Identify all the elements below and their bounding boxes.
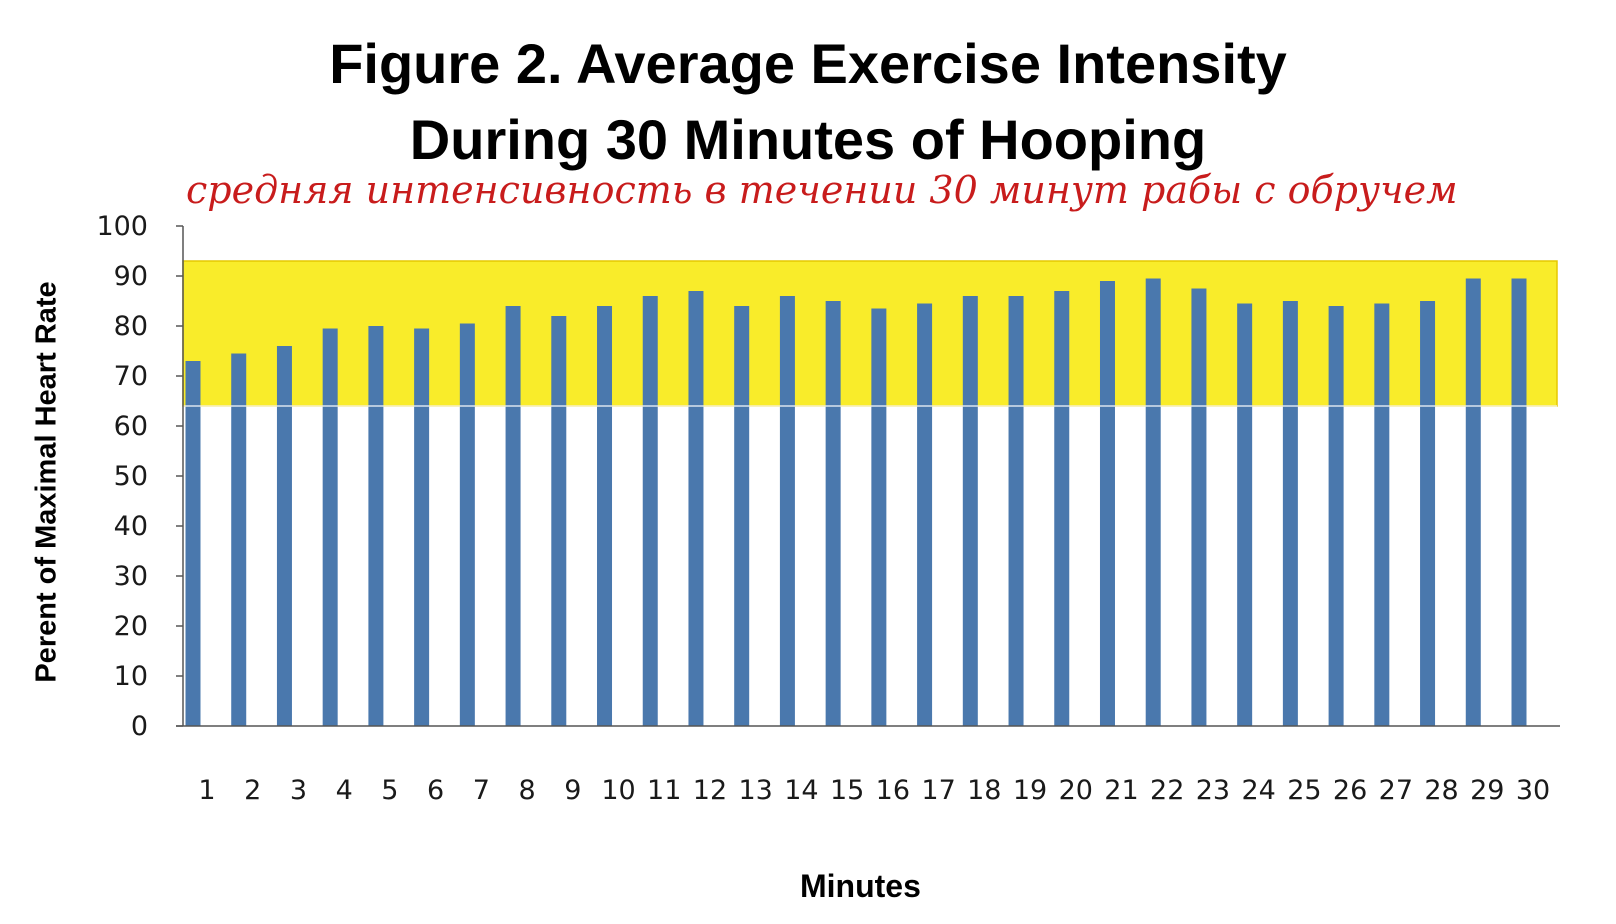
bar-minute-7 — [459, 323, 475, 726]
x-tick-label-30: 30 — [1516, 775, 1550, 806]
y-tick-label-40: 40 — [114, 511, 148, 542]
x-tick-label-21: 21 — [1104, 775, 1138, 806]
x-tick-label-26: 26 — [1333, 775, 1367, 806]
bar-minute-10 — [597, 306, 613, 726]
x-tick-label-8: 8 — [518, 775, 535, 806]
bar-minute-27 — [1374, 303, 1390, 726]
x-tick-label-16: 16 — [876, 775, 910, 806]
bar-minute-11 — [642, 296, 658, 726]
bar-minute-12 — [688, 291, 704, 726]
y-tick-label-70: 70 — [114, 361, 148, 392]
x-tick-label-18: 18 — [967, 775, 1001, 806]
x-tick-label-1: 1 — [198, 775, 215, 806]
bar-minute-30 — [1511, 278, 1527, 726]
x-tick-label-29: 29 — [1470, 775, 1504, 806]
bar-minute-1 — [185, 361, 201, 726]
x-tick-label-10: 10 — [601, 775, 635, 806]
x-tick-label-27: 27 — [1379, 775, 1413, 806]
bar-minute-4 — [322, 328, 338, 726]
bar-minute-25 — [1282, 301, 1298, 726]
x-tick-label-2: 2 — [244, 775, 261, 806]
y-tick-label-100: 100 — [96, 211, 148, 242]
chart-title: Figure 2. Average Exercise Intensity Dur… — [0, 26, 1616, 178]
y-tick-label-60: 60 — [114, 411, 148, 442]
bar-minute-21 — [1099, 281, 1115, 726]
bar-minute-9 — [551, 316, 567, 726]
x-tick-label-12: 12 — [693, 775, 727, 806]
x-tick-label-19: 19 — [1013, 775, 1047, 806]
y-tick-label-50: 50 — [114, 461, 148, 492]
x-tick-label-15: 15 — [830, 775, 864, 806]
x-tick-label-24: 24 — [1241, 775, 1275, 806]
bar-minute-24 — [1237, 303, 1253, 726]
bar-minute-22 — [1145, 278, 1161, 726]
x-tick-label-11: 11 — [647, 775, 681, 806]
handwritten-annotation: средняя интенсивность в течении 30 минут… — [186, 168, 1458, 212]
bar-minute-20 — [1054, 291, 1070, 726]
bar-minute-5 — [368, 326, 384, 726]
chart-title-line-2: During 30 Minutes of Hooping — [409, 108, 1207, 171]
chart-title-line-1: Figure 2. Average Exercise Intensity — [329, 32, 1287, 95]
x-tick-label-25: 25 — [1287, 775, 1321, 806]
x-tick-label-13: 13 — [739, 775, 773, 806]
bar-minute-15 — [825, 301, 841, 726]
x-tick-label-5: 5 — [381, 775, 398, 806]
y-tick-label-30: 30 — [114, 561, 148, 592]
bar-minute-17 — [917, 303, 933, 726]
x-axis-label: Minutes — [800, 868, 921, 904]
x-tick-label-22: 22 — [1150, 775, 1184, 806]
x-tick-label-6: 6 — [427, 775, 444, 806]
x-tick-label-3: 3 — [290, 775, 307, 806]
bar-minute-26 — [1328, 306, 1344, 726]
y-tick-label-10: 10 — [114, 661, 148, 692]
bar-minute-3 — [276, 346, 292, 726]
y-tick-label-80: 80 — [114, 311, 148, 342]
bar-minute-18 — [962, 296, 978, 726]
y-tick-label-0: 0 — [131, 711, 148, 742]
bar-minute-14 — [779, 296, 795, 726]
bar-minute-6 — [414, 328, 430, 726]
bar-minute-2 — [231, 353, 247, 726]
bar-minute-23 — [1191, 288, 1207, 726]
x-tick-label-20: 20 — [1059, 775, 1093, 806]
highlight-band — [182, 260, 1558, 407]
x-tick-label-9: 9 — [564, 775, 581, 806]
bar-minute-13 — [734, 306, 750, 726]
y-tick-label-20: 20 — [114, 611, 148, 642]
bar-minute-19 — [1008, 296, 1024, 726]
y-tick-label-90: 90 — [114, 261, 148, 292]
x-tick-label-14: 14 — [784, 775, 818, 806]
bar-minute-16 — [871, 308, 887, 726]
x-tick-label-28: 28 — [1424, 775, 1458, 806]
bar-minute-29 — [1465, 278, 1481, 726]
bar-minute-8 — [505, 306, 521, 726]
x-tick-label-17: 17 — [921, 775, 955, 806]
x-tick-label-23: 23 — [1196, 775, 1230, 806]
bar-minute-28 — [1420, 301, 1436, 726]
x-tick-label-4: 4 — [336, 775, 353, 806]
x-tick-label-7: 7 — [473, 775, 490, 806]
